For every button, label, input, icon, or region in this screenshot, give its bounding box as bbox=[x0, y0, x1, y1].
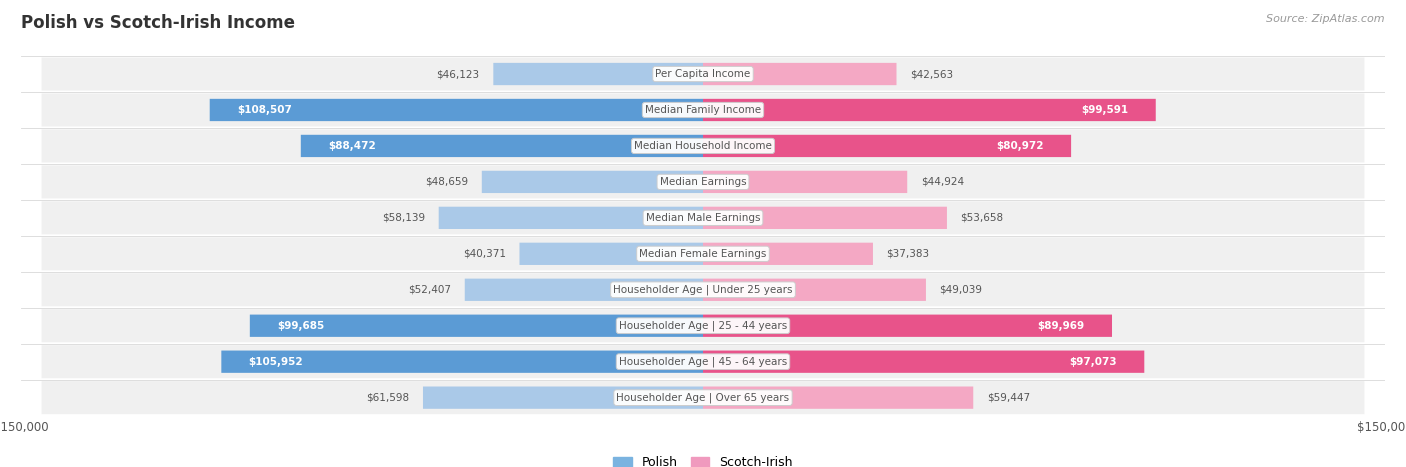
FancyBboxPatch shape bbox=[703, 315, 1112, 337]
FancyBboxPatch shape bbox=[703, 99, 1156, 121]
FancyBboxPatch shape bbox=[703, 351, 1144, 373]
Text: Median Male Earnings: Median Male Earnings bbox=[645, 213, 761, 223]
FancyBboxPatch shape bbox=[519, 243, 703, 265]
FancyBboxPatch shape bbox=[42, 273, 1364, 306]
Text: $44,924: $44,924 bbox=[921, 177, 965, 187]
Text: Source: ZipAtlas.com: Source: ZipAtlas.com bbox=[1267, 14, 1385, 24]
Text: $42,563: $42,563 bbox=[910, 69, 953, 79]
Text: $40,371: $40,371 bbox=[463, 249, 506, 259]
Text: $48,659: $48,659 bbox=[425, 177, 468, 187]
Text: $46,123: $46,123 bbox=[436, 69, 479, 79]
FancyBboxPatch shape bbox=[42, 381, 1364, 414]
Text: $58,139: $58,139 bbox=[382, 213, 425, 223]
FancyBboxPatch shape bbox=[703, 135, 1071, 157]
Text: $99,591: $99,591 bbox=[1081, 105, 1129, 115]
Text: $53,658: $53,658 bbox=[960, 213, 1004, 223]
FancyBboxPatch shape bbox=[250, 315, 703, 337]
Text: $61,598: $61,598 bbox=[366, 393, 409, 403]
FancyBboxPatch shape bbox=[439, 207, 703, 229]
Legend: Polish, Scotch-Irish: Polish, Scotch-Irish bbox=[609, 451, 797, 467]
Text: Median Family Income: Median Family Income bbox=[645, 105, 761, 115]
FancyBboxPatch shape bbox=[42, 165, 1364, 198]
FancyBboxPatch shape bbox=[703, 279, 927, 301]
FancyBboxPatch shape bbox=[494, 63, 703, 85]
FancyBboxPatch shape bbox=[42, 237, 1364, 270]
FancyBboxPatch shape bbox=[42, 345, 1364, 378]
Text: $49,039: $49,039 bbox=[939, 285, 983, 295]
Text: Householder Age | Under 25 years: Householder Age | Under 25 years bbox=[613, 284, 793, 295]
Text: Median Female Earnings: Median Female Earnings bbox=[640, 249, 766, 259]
Text: $105,952: $105,952 bbox=[249, 357, 304, 367]
Text: $97,073: $97,073 bbox=[1070, 357, 1116, 367]
Text: $99,685: $99,685 bbox=[277, 321, 325, 331]
FancyBboxPatch shape bbox=[42, 309, 1364, 342]
Text: $80,972: $80,972 bbox=[997, 141, 1043, 151]
Text: Median Household Income: Median Household Income bbox=[634, 141, 772, 151]
FancyBboxPatch shape bbox=[42, 57, 1364, 91]
Text: $88,472: $88,472 bbox=[328, 141, 375, 151]
Text: Polish vs Scotch-Irish Income: Polish vs Scotch-Irish Income bbox=[21, 14, 295, 32]
Text: Median Earnings: Median Earnings bbox=[659, 177, 747, 187]
FancyBboxPatch shape bbox=[703, 387, 973, 409]
FancyBboxPatch shape bbox=[301, 135, 703, 157]
FancyBboxPatch shape bbox=[703, 207, 946, 229]
Text: $52,407: $52,407 bbox=[408, 285, 451, 295]
Text: $37,383: $37,383 bbox=[887, 249, 929, 259]
FancyBboxPatch shape bbox=[209, 99, 703, 121]
Text: Householder Age | 25 - 44 years: Householder Age | 25 - 44 years bbox=[619, 320, 787, 331]
FancyBboxPatch shape bbox=[42, 129, 1364, 163]
FancyBboxPatch shape bbox=[42, 201, 1364, 234]
FancyBboxPatch shape bbox=[221, 351, 703, 373]
Text: Householder Age | 45 - 64 years: Householder Age | 45 - 64 years bbox=[619, 356, 787, 367]
FancyBboxPatch shape bbox=[423, 387, 703, 409]
Text: $89,969: $89,969 bbox=[1038, 321, 1084, 331]
Text: $59,447: $59,447 bbox=[987, 393, 1031, 403]
FancyBboxPatch shape bbox=[465, 279, 703, 301]
FancyBboxPatch shape bbox=[703, 63, 897, 85]
Text: Per Capita Income: Per Capita Income bbox=[655, 69, 751, 79]
FancyBboxPatch shape bbox=[42, 93, 1364, 127]
FancyBboxPatch shape bbox=[482, 171, 703, 193]
Text: Householder Age | Over 65 years: Householder Age | Over 65 years bbox=[616, 392, 790, 403]
Text: $108,507: $108,507 bbox=[238, 105, 292, 115]
FancyBboxPatch shape bbox=[703, 171, 907, 193]
FancyBboxPatch shape bbox=[703, 243, 873, 265]
